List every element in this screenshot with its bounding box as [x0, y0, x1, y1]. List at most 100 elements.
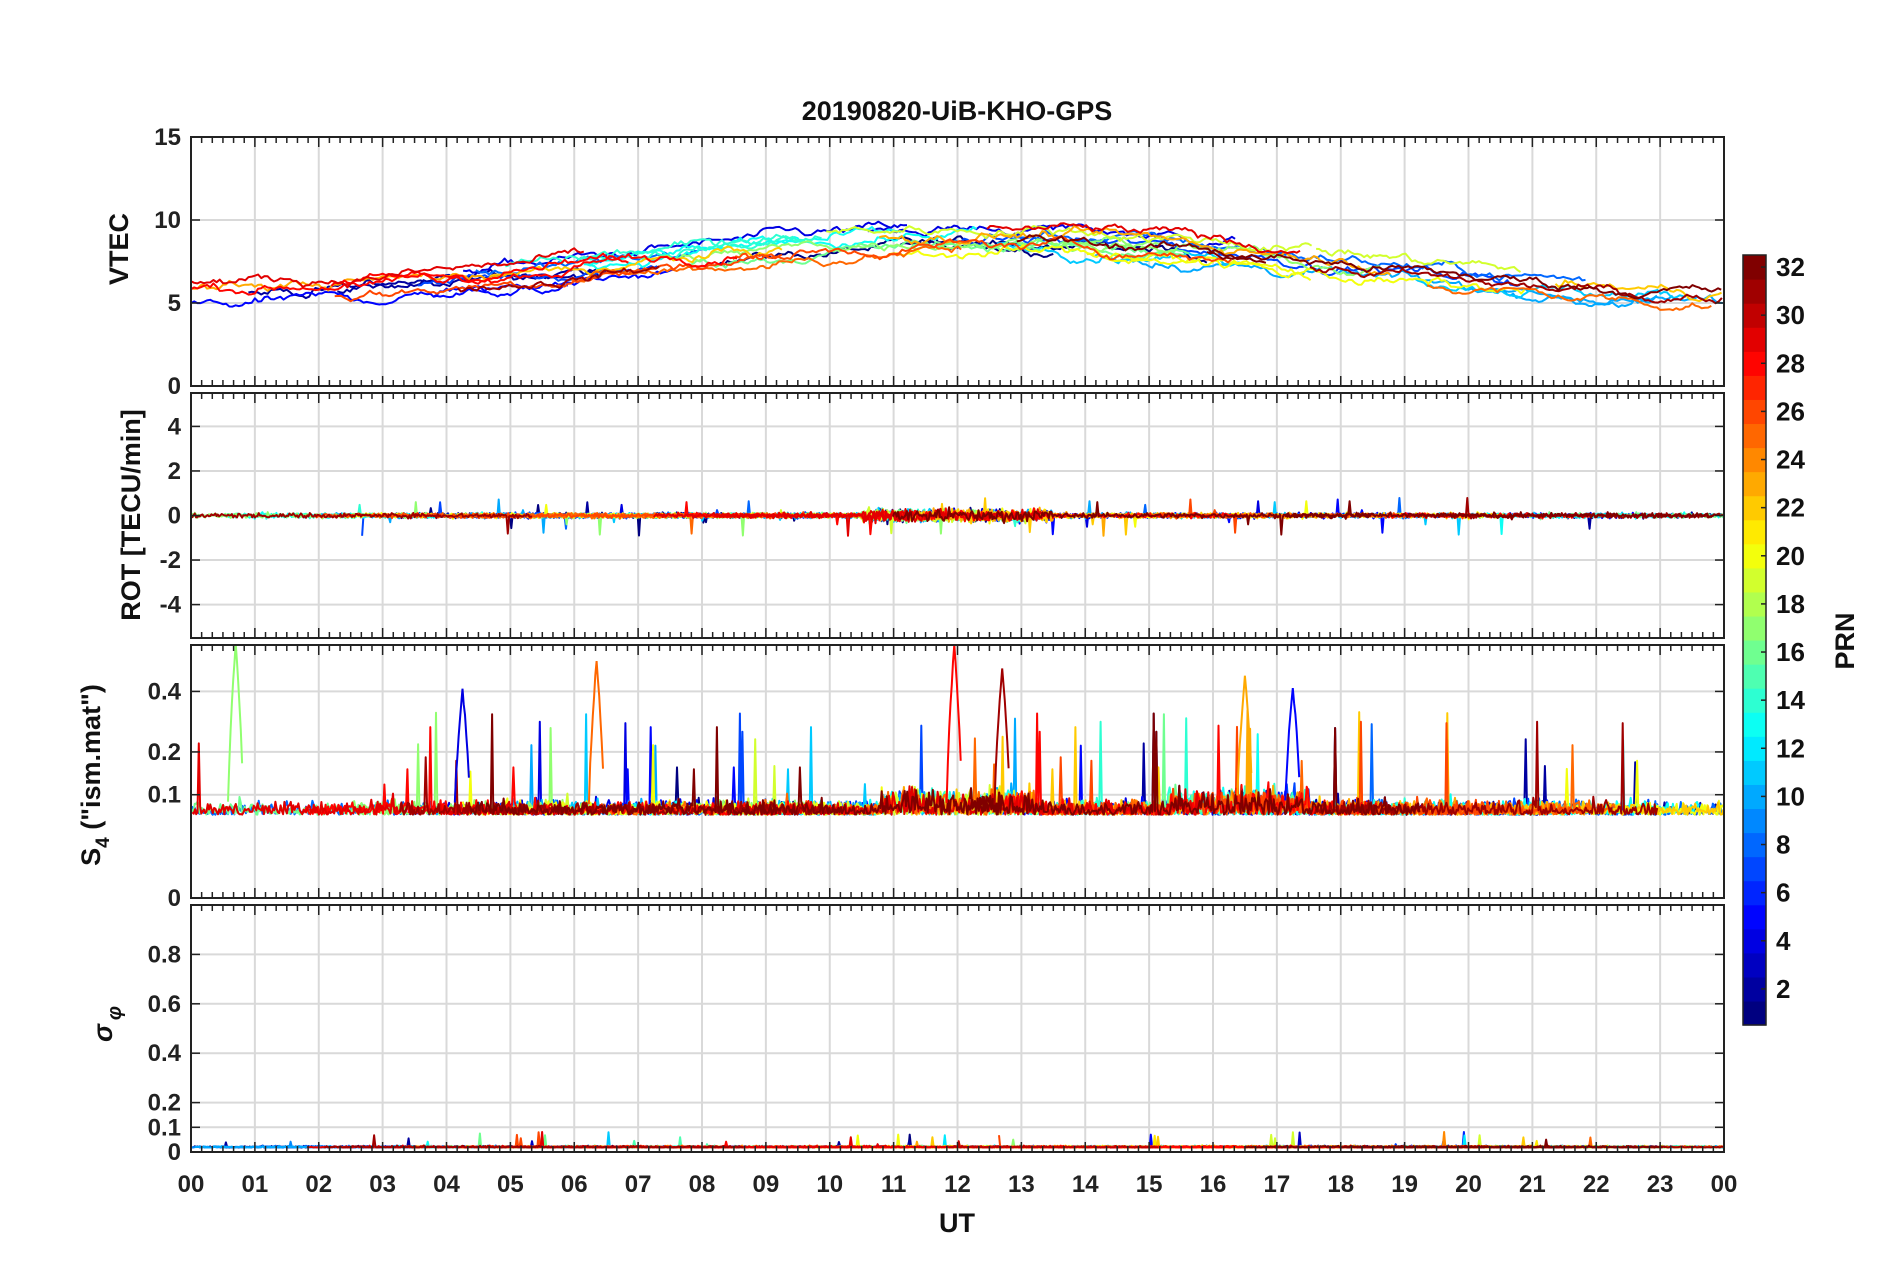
panel-rot-lines: [191, 497, 1724, 537]
y-tick-label: 0.2: [148, 1090, 181, 1117]
prn-series-line: [1016, 234, 1267, 264]
prn-series-line: [505, 235, 822, 268]
x-tick-label: 17: [1264, 1171, 1291, 1198]
colorbar-tick-label: 6: [1776, 878, 1790, 908]
prn-series-line: [324, 1134, 744, 1149]
x-tick-label: 19: [1391, 1171, 1418, 1198]
x-tick-label: 00: [1711, 1171, 1738, 1198]
x-tick-label: 05: [497, 1171, 524, 1198]
colorbar-cell: [1743, 255, 1766, 280]
colorbar-cell: [1743, 303, 1766, 328]
x-tick-label: 03: [369, 1171, 396, 1198]
peak-line: [453, 688, 470, 803]
chart-title: 20190820-UiB-KHO-GPS: [802, 96, 1113, 126]
y-tick-label: 15: [154, 124, 181, 151]
x-tick-label: 08: [689, 1171, 716, 1198]
colorbar-tick-label: 12: [1776, 733, 1805, 763]
colorbar-cell: [1743, 688, 1766, 713]
colorbar-cell: [1743, 519, 1766, 545]
colorbar-cell: [1743, 856, 1766, 882]
x-tick-label: 01: [242, 1171, 269, 1198]
prn-series-line: [891, 501, 1376, 536]
y-tick-label: -4: [160, 592, 182, 619]
colorbar-cell: [1743, 640, 1766, 665]
panel-sigma-grid: [191, 905, 1724, 1152]
prn-series-line: [1316, 247, 1522, 273]
colorbar-tick-label: 4: [1776, 926, 1791, 956]
prn-series-line: [469, 713, 1002, 816]
colorbar-cell: [1743, 279, 1766, 304]
prn-series-line: [732, 235, 1232, 264]
x-tick-label: 09: [753, 1171, 780, 1198]
colorbar-cell: [1743, 567, 1766, 593]
prn-series-line: [1309, 266, 1723, 305]
x-tick-label: 15: [1136, 1171, 1163, 1198]
prn-series-line: [1206, 251, 1722, 300]
x-tick-label: 10: [816, 1171, 843, 1198]
panel-s4: 0 0.1 0.2 0.4 S4 ("ism.mat"): [76, 644, 1725, 912]
colorbar-tick-label: 32: [1776, 252, 1805, 282]
y-tick-label: 0.4: [148, 678, 182, 705]
peak-line: [227, 645, 244, 802]
panel-vtec-frame: [190, 136, 1725, 387]
prn-series-line: [191, 269, 512, 292]
colorbar-cells: [1743, 255, 1766, 1026]
colorbar-cell: [1743, 615, 1766, 641]
y-tick-label: 0.8: [148, 941, 181, 968]
panel-sigma-lines: [191, 1131, 1724, 1149]
colorbar-cell: [1743, 808, 1766, 834]
panel-rot-ylabel: ROT [TECU/min]: [116, 409, 146, 620]
prn-series-line: [457, 265, 660, 293]
colorbar-cell: [1743, 543, 1766, 569]
colorbar-cell: [1743, 1000, 1766, 1026]
colorbar-cell: [1743, 495, 1766, 521]
x-tick-labels: 00 01 02 03 04 05 06 07 08 09 10 11 12 13 14 15 16 17 18 19…: [178, 1171, 1738, 1198]
prn-series-line: [879, 225, 1391, 276]
panel-vtec: 0 5 10 15 VTEC: [104, 124, 1725, 400]
colorbar-tick-label: 30: [1776, 300, 1805, 330]
x-tick-label: 23: [1647, 1171, 1674, 1198]
colorbar-cell: [1743, 423, 1766, 449]
panel-sigma-ylabel: σφ: [88, 1006, 126, 1042]
panel-sigma-yticks: 00.10.2 0.4 0.6 0.8: [148, 941, 182, 1166]
colorbar-tick-label: 22: [1776, 493, 1805, 523]
panel-rot-yticks: -4 -2 0 2 4: [160, 413, 182, 618]
peak-line: [993, 668, 1010, 805]
y-tick-label: 0: [168, 503, 181, 530]
prn-series-line: [191, 252, 738, 296]
y-tick-label: 2: [168, 458, 181, 485]
colorbar-cell: [1743, 712, 1766, 737]
prn-series-line: [334, 253, 783, 303]
y-tick-label: 0.1: [148, 1114, 181, 1141]
colorbar-label: PRN: [1830, 612, 1860, 669]
panel-sigma-frame: [190, 904, 1725, 1153]
x-tick-label: 00: [178, 1171, 205, 1198]
prn-series-line: [867, 223, 1236, 248]
x-tick-label: 20: [1455, 1171, 1482, 1198]
x-tick-label: 12: [944, 1171, 971, 1198]
panel-s4-frame: [190, 644, 1725, 899]
panel-vtec-lines: [191, 220, 1723, 312]
prn-series-line: [330, 255, 629, 288]
prn-series-line: [191, 511, 533, 535]
colorbar-cell: [1743, 351, 1766, 376]
colorbar-cell: [1743, 664, 1766, 689]
x-tick-label: 07: [625, 1171, 652, 1198]
y-tick-label: 0: [168, 373, 181, 400]
colorbar-frame: [1742, 254, 1767, 1026]
colorbar-cell: [1743, 736, 1766, 761]
colorbar-cell: [1743, 399, 1766, 425]
colorbar-tick-label: 26: [1776, 396, 1805, 426]
y-tick-label: 0.6: [148, 991, 181, 1018]
y-tick-label: 0.1: [148, 782, 181, 809]
prn-series-line: [826, 225, 1313, 252]
colorbar-cell: [1743, 760, 1766, 785]
y-tick-label: 0.4: [148, 1040, 182, 1067]
panel-rot-frame: [190, 392, 1725, 639]
peak-line: [1236, 675, 1253, 796]
colorbar-tick-label: 14: [1776, 685, 1805, 715]
x-tick-label: 11: [881, 1171, 906, 1198]
colorbar-cell: [1743, 375, 1766, 400]
